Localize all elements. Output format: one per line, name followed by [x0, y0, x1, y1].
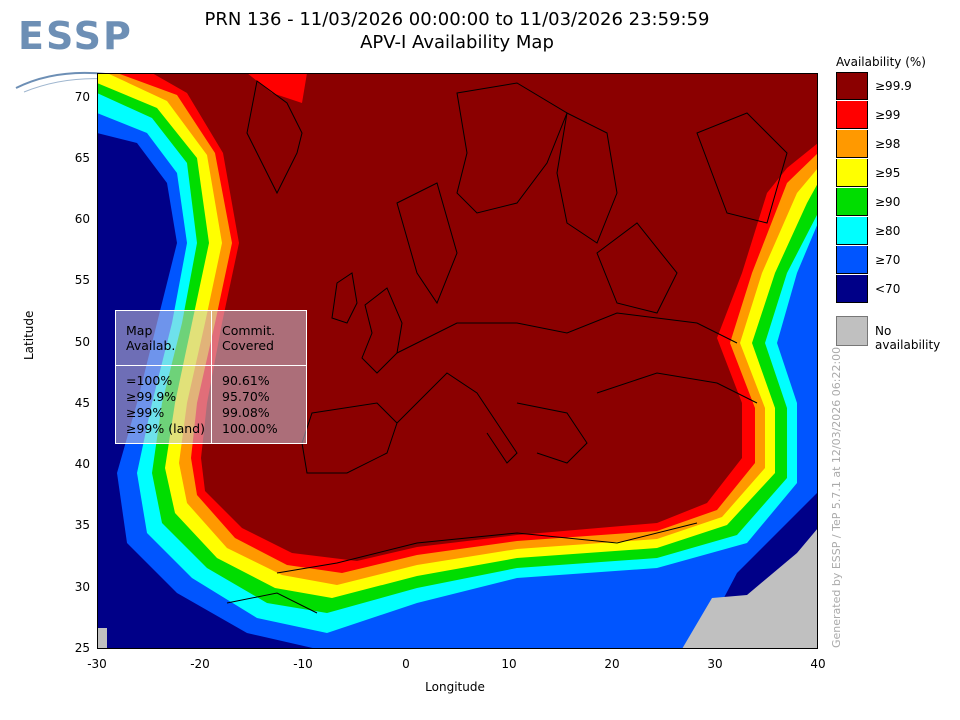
legend-no-availability-label: No availability: [875, 324, 941, 352]
legend-swatch: [836, 159, 868, 187]
table-row: ≥99% (land): [126, 421, 205, 436]
legend-no-availability-swatch: [836, 316, 868, 346]
availability-map: [97, 73, 818, 649]
legend-label: ≥99: [875, 108, 901, 122]
x-tick-label: 10: [501, 657, 517, 671]
legend-label: ≥99.9: [875, 79, 912, 93]
legend-swatch: [836, 246, 868, 274]
legend-swatch: [836, 130, 868, 158]
stats-table: Map Availab. Commit. Covered =100% ≥99.9…: [115, 310, 307, 444]
x-tick-label: 30: [707, 657, 723, 671]
table-row: 100.00%: [222, 421, 278, 436]
zone-no-availability: [682, 528, 818, 649]
title-line-2: APV-I Availability Map: [360, 32, 554, 53]
legend-label: ≥90: [875, 195, 901, 209]
table-row: 95.70%: [222, 389, 270, 404]
table-row: 99.08%: [222, 405, 270, 420]
table-row: ≥99.9%: [126, 389, 177, 404]
y-tick-label: 65: [74, 150, 90, 165]
generated-credit: Generated by ESSP / TeP 5.7.1 at 12/03/2…: [830, 346, 843, 648]
title-line-1: PRN 136 - 11/03/2026 00:00:00 to 11/03/2…: [204, 9, 710, 30]
x-tick-label: -20: [190, 657, 210, 671]
legend-label: ≥95: [875, 166, 901, 180]
table-row: =100%: [126, 373, 173, 388]
legend-swatch: [836, 101, 868, 129]
stats-map-column: =100% ≥99.9% ≥99% ≥99% (land): [126, 373, 205, 437]
y-tick-label: 35: [74, 518, 90, 533]
y-tick-label: 50: [74, 334, 90, 349]
legend-label: ≥98: [875, 137, 901, 151]
x-axis-label: Longitude: [425, 680, 485, 694]
legend-swatch: [836, 217, 868, 245]
legend-label: ≥70: [875, 253, 901, 267]
table-row: 90.61%: [222, 373, 270, 388]
y-tick-label: 45: [74, 395, 90, 410]
x-tick-label: -30: [87, 657, 107, 671]
x-tick-label: 40: [810, 657, 826, 671]
legend-title: Availability (%): [836, 55, 926, 69]
x-tick-label: 0: [402, 657, 410, 671]
legend-swatch: [836, 188, 868, 216]
coastlines: [226, 80, 788, 614]
y-tick-label: 60: [74, 212, 90, 227]
y-tick-label: 55: [74, 273, 90, 288]
x-tick-label: -10: [293, 657, 313, 671]
zone-99-9: [152, 73, 818, 561]
legend-swatch: [836, 72, 868, 100]
stats-header-covered: Commit. Covered: [222, 323, 276, 353]
y-tick-label: 70: [74, 89, 90, 104]
essp-logo: ESSP: [14, 14, 134, 93]
x-tick-label: 20: [604, 657, 620, 671]
y-tick-label: 40: [74, 457, 90, 472]
stats-covered-column: 90.61% 95.70% 99.08% 100.00%: [222, 373, 278, 437]
legend-label: <70: [875, 282, 901, 296]
y-tick-label: 25: [74, 641, 90, 655]
stats-header-map: Map Availab.: [126, 323, 176, 353]
zone-no-availability-small: [97, 628, 107, 649]
y-axis-label: Latitude: [22, 310, 36, 360]
legend-label: ≥80: [875, 224, 901, 238]
logo-text: ESSP: [18, 14, 133, 58]
y-tick-label: 30: [74, 579, 90, 594]
table-row: ≥99%: [126, 405, 165, 420]
legend-swatch: [836, 275, 868, 303]
